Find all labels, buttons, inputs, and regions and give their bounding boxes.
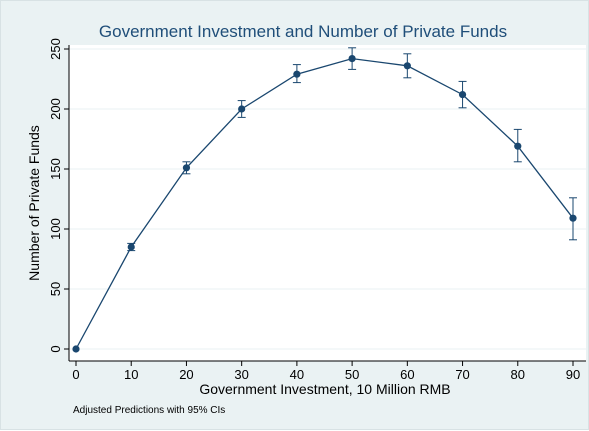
x-tick-label: 20	[179, 367, 193, 382]
y-tick-label: 200	[48, 98, 63, 120]
data-point	[182, 164, 191, 172]
data-point	[514, 142, 522, 150]
x-tick-label: 90	[566, 367, 580, 382]
data-point	[127, 243, 135, 251]
data-point	[72, 345, 80, 353]
y-tick-label: 50	[48, 282, 63, 296]
series-layer	[72, 47, 577, 353]
y-tick-label: 100	[48, 218, 63, 240]
x-tick-label: 30	[234, 367, 248, 382]
plot-area	[69, 45, 586, 361]
grid-layer	[69, 48, 586, 350]
x-tick-label: 50	[345, 367, 359, 382]
data-point	[458, 91, 467, 99]
tick-layer: 0 50 100 150 200 250 0 10 20 30 40 50 60 70 80 90	[48, 38, 580, 382]
x-axis-label: Government Investment, 10 Million RMB	[199, 381, 450, 397]
y-axis-label: Number of Private Funds	[26, 125, 42, 281]
x-tick-label: 10	[124, 367, 138, 382]
y-tick-label: 0	[48, 345, 63, 352]
x-tick-label: 70	[455, 367, 469, 382]
y-tick-label: 250	[48, 38, 63, 60]
data-point	[569, 214, 577, 222]
data-point	[348, 55, 356, 63]
chart-note: Adjusted Predictions with 95% CIs	[73, 405, 225, 416]
data-point	[403, 62, 411, 70]
series-line	[75, 57, 574, 350]
chart-title: Government Investment and Number of Priv…	[99, 22, 507, 41]
x-tick-label: 60	[400, 367, 414, 382]
data-point	[293, 70, 301, 78]
x-tick-label: 80	[511, 367, 525, 382]
data-point	[238, 105, 246, 113]
x-tick-label: 40	[290, 367, 304, 382]
x-tick-label: 0	[72, 367, 79, 382]
y-tick-label: 150	[48, 158, 63, 180]
